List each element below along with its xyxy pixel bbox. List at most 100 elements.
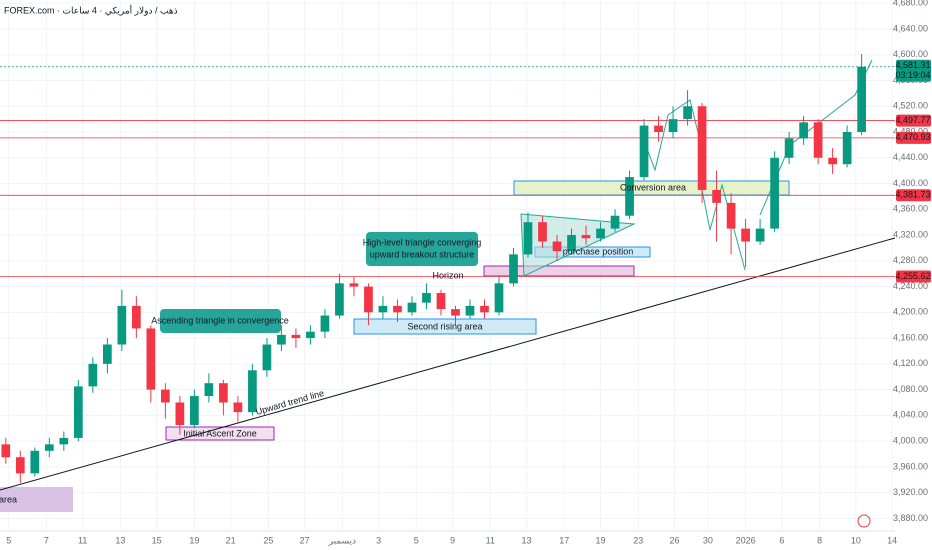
price-label: 4,581.31 [895,60,930,70]
annotation: Second rising area [407,321,482,331]
annotation: Initial Ascent Zone [183,428,257,438]
x-tick-label: 2026 [736,535,756,545]
candle-body [248,370,257,413]
candle-body [277,334,286,345]
y-tick-label: 4,640.00 [893,23,928,33]
candle-body [233,402,243,413]
projection-arrow [639,99,707,172]
candle-body [451,309,460,316]
x-tick-label: 14 [887,535,897,545]
candle-body [320,315,330,332]
candle-body [102,344,112,364]
callout [366,232,478,266]
y-tick-label: 4,520.00 [893,101,928,111]
candle-body [770,157,779,229]
candle-body [30,450,40,474]
x-tick-label: 11 [78,535,87,545]
x-tick-label: 21 [226,535,236,545]
y-tick-label: 4,160.00 [893,332,928,342]
y-tick-label: 4,600.00 [893,49,928,59]
y-tick-label: 4,200.00 [893,307,928,317]
zone [165,426,275,441]
candle-body [625,177,634,216]
candle-body [88,363,98,387]
candle-body [15,457,25,474]
candle-body [204,383,214,397]
x-tick-label: 19 [189,535,199,545]
candle-body [668,119,678,133]
candle-body [480,305,489,313]
candle-body [741,228,750,242]
x-tick-label: 27 [300,535,310,545]
x-tick-label: 17 [559,535,569,545]
candle-body [422,293,431,303]
candle-body [146,328,156,390]
level-label: 4,381.73 [895,190,930,200]
y-tick-label: 3,920.00 [893,487,928,497]
candle-body [567,235,576,252]
level-tag [896,270,931,283]
candle-body [73,386,83,438]
levels [0,66,895,277]
y-tick-label: 3,880.00 [893,513,928,523]
candle-body [436,293,446,310]
y-tick-label: 4,400.00 [893,178,928,188]
level-label: 4,255.62 [895,271,930,281]
triangle-pattern [520,213,636,277]
level-tag [896,114,931,127]
logo [857,514,871,528]
header: FOREX.com · ذهب / دولار أمريكي · 4 ساعات [4,3,178,16]
candle-body [262,344,272,371]
candle-body [335,283,344,316]
y-tick-label: 4,320.00 [893,229,928,239]
price-tag [896,59,931,82]
level-tag [896,189,931,202]
x-tick-label: 19 [596,535,606,545]
x-tick-label: ديسمبر [328,535,356,546]
candle-body [161,389,170,403]
x-tick-label: 25 [263,535,273,545]
candle-body [291,334,301,339]
y-tick-label: 3,960.00 [893,461,928,471]
candle-body [509,254,518,284]
candle-body [581,235,591,239]
y-tick-label: 4,080.00 [893,384,928,394]
candle-body [219,383,228,403]
candle-body [59,437,69,445]
candle-body [465,305,475,316]
candle-body [813,122,823,158]
x-tick-label: 13 [115,535,125,545]
y-tick-label: 4,480.00 [893,126,928,136]
candle-body [639,125,649,178]
y-tick-label: 4,680.00 [893,0,928,8]
candle-body [552,241,562,252]
x-tick-label: 13 [522,535,532,545]
candle-body [712,189,721,203]
x-tick-label: 15 [152,535,162,545]
candle-body [654,125,663,133]
level-label: 4,470.93 [895,132,930,142]
candle-body [784,138,794,158]
candle-body [364,286,373,313]
candle-body [828,157,837,165]
candle-body [1,444,11,458]
y-tick-label: 4,240.00 [893,281,928,291]
candle-body [349,283,359,287]
candle-body [857,66,866,133]
candle-body [610,215,620,229]
candle-body [306,331,315,339]
zone [483,265,635,277]
level-label: 4,497.77 [895,115,930,125]
x-tick-label: 3 [376,535,381,545]
candle-body [596,228,605,239]
candle-body [378,305,388,313]
zone [353,318,537,335]
countdown: 03:19:04 [895,70,930,80]
candle-body [175,402,185,426]
trend-line [0,237,896,491]
x-tick-label: 7 [44,535,49,545]
x-tick-label: 8 [817,535,822,545]
x-tick-label: 6 [779,535,784,545]
